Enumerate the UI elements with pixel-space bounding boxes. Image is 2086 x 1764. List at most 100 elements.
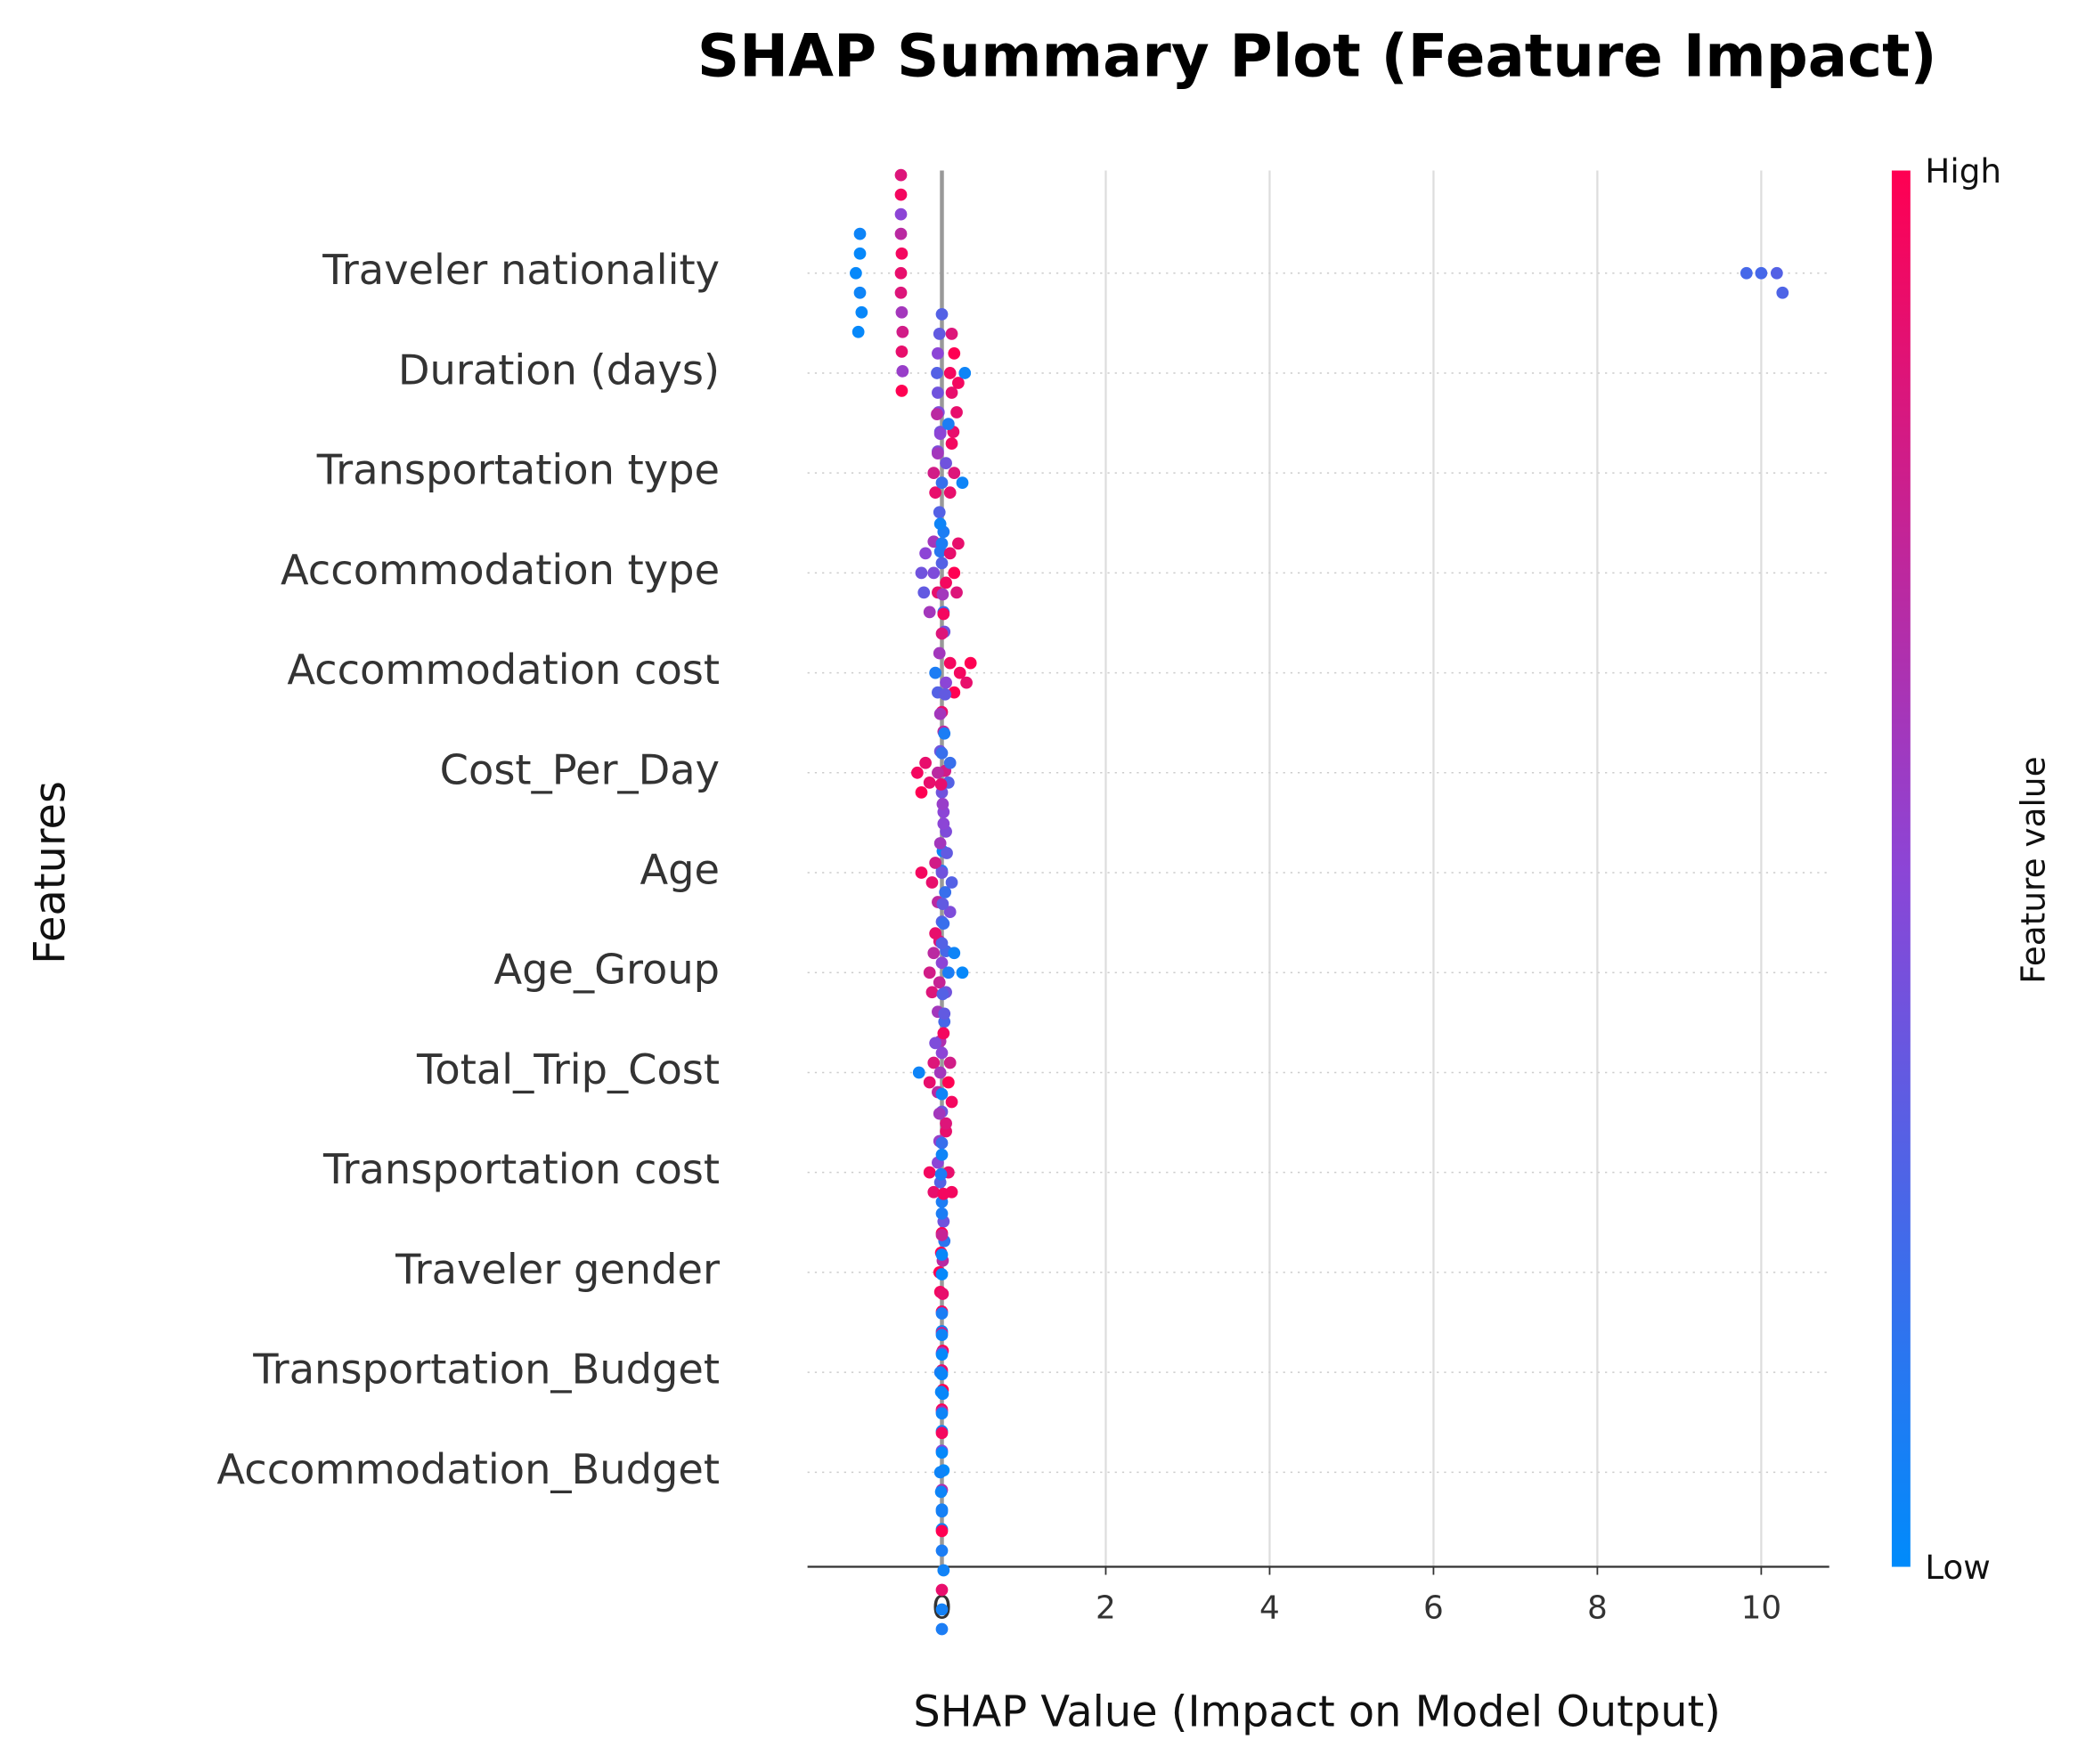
shap-point	[935, 1087, 949, 1101]
shap-point	[896, 364, 909, 378]
x-tick-label: 2	[1096, 1589, 1116, 1626]
colorbar-high: High	[1925, 151, 2001, 191]
shap-point	[933, 1466, 947, 1479]
shap-point	[936, 588, 949, 601]
shap-point	[935, 1046, 949, 1060]
shap-point	[927, 947, 941, 960]
shap-point	[915, 566, 928, 580]
feature-label: Accommodation_Budget	[216, 1445, 720, 1493]
shap-point	[935, 1603, 949, 1616]
shap-point	[950, 586, 963, 599]
x-tick-label: 4	[1259, 1589, 1280, 1626]
shap-point	[927, 1185, 941, 1199]
shap-point	[937, 917, 950, 931]
shap-point	[932, 766, 944, 779]
shap-point	[935, 1136, 949, 1150]
shap-point	[935, 1148, 949, 1161]
shap-point	[948, 947, 961, 960]
shap-point	[931, 367, 943, 379]
shap-point	[935, 1268, 949, 1280]
shap-point	[912, 1066, 925, 1079]
shap-point	[894, 188, 908, 201]
shap-point	[853, 247, 867, 260]
shap-point	[933, 837, 947, 849]
shap-point	[952, 537, 965, 550]
feature-label: Total_Trip_Cost	[416, 1045, 720, 1093]
shap-point	[935, 1329, 949, 1342]
shap-point	[933, 517, 947, 531]
shap-point	[953, 666, 966, 679]
shap-point	[934, 1485, 948, 1499]
shap-point	[936, 798, 949, 810]
feature-label: Traveler gender	[395, 1245, 721, 1293]
shap-point	[933, 976, 946, 989]
shap-point	[935, 1505, 949, 1518]
colorbar	[1891, 170, 1911, 1567]
shap-point	[948, 566, 961, 580]
shap-point	[894, 286, 908, 299]
x-tick-label: 10	[1741, 1589, 1782, 1626]
shap-point	[933, 506, 946, 519]
shap-point	[937, 607, 950, 621]
shap-point	[937, 817, 950, 830]
shap-point	[919, 547, 932, 560]
shap-point	[935, 1583, 949, 1597]
shap-point	[933, 707, 947, 720]
shap-point	[931, 408, 943, 420]
shap-point	[935, 1622, 949, 1636]
shap-point	[964, 656, 977, 670]
shap-point	[932, 347, 944, 360]
shap-point	[935, 1229, 949, 1241]
shap-point	[895, 305, 909, 319]
shap-point	[923, 966, 936, 980]
shap-point	[932, 447, 944, 460]
shap-point	[923, 1076, 936, 1089]
shap-point	[943, 486, 957, 500]
shap-point	[935, 937, 949, 950]
shap-point	[1755, 266, 1768, 280]
shap-point	[923, 1166, 936, 1179]
shap-point	[925, 986, 939, 999]
shap-point	[929, 666, 942, 679]
shap-point	[956, 476, 969, 490]
feature-label: Cost_Per_Day	[440, 745, 720, 793]
shap-point	[945, 386, 958, 399]
shap-point	[850, 266, 862, 280]
shap-point	[917, 586, 931, 599]
feature-label: Age	[640, 845, 721, 893]
shap-point	[940, 676, 952, 689]
shap-point	[853, 286, 867, 299]
shap-point	[935, 1348, 949, 1362]
shap-point	[929, 927, 942, 940]
shap-point	[935, 476, 949, 490]
shap-point	[941, 418, 955, 430]
shap-point	[927, 566, 941, 580]
shap-point	[927, 467, 941, 480]
shap-point	[935, 956, 949, 970]
shap-point	[940, 576, 952, 589]
feature-label: Transportation type	[316, 446, 720, 494]
shap-point	[956, 966, 969, 980]
shap-point	[933, 427, 947, 440]
shap-point	[943, 367, 957, 379]
shap-point	[940, 457, 952, 470]
shap-point	[950, 406, 963, 419]
shap-point	[895, 247, 909, 260]
shap-point	[935, 1368, 949, 1381]
shap-point	[934, 778, 948, 791]
shap-point	[855, 305, 868, 319]
feature-label: Traveler nationality	[322, 246, 720, 294]
shap-point	[960, 676, 973, 689]
shap-point	[937, 1564, 950, 1577]
shap-point	[935, 1207, 949, 1220]
shap-point	[941, 1076, 955, 1089]
shap-point	[1776, 286, 1789, 299]
shap-point	[945, 876, 958, 889]
shap-point	[894, 266, 908, 280]
shap-point	[936, 898, 949, 911]
feature-label: Transportation cost	[322, 1145, 720, 1193]
shap-point	[943, 547, 957, 560]
shap-point	[938, 1007, 951, 1020]
shap-point	[915, 785, 928, 799]
